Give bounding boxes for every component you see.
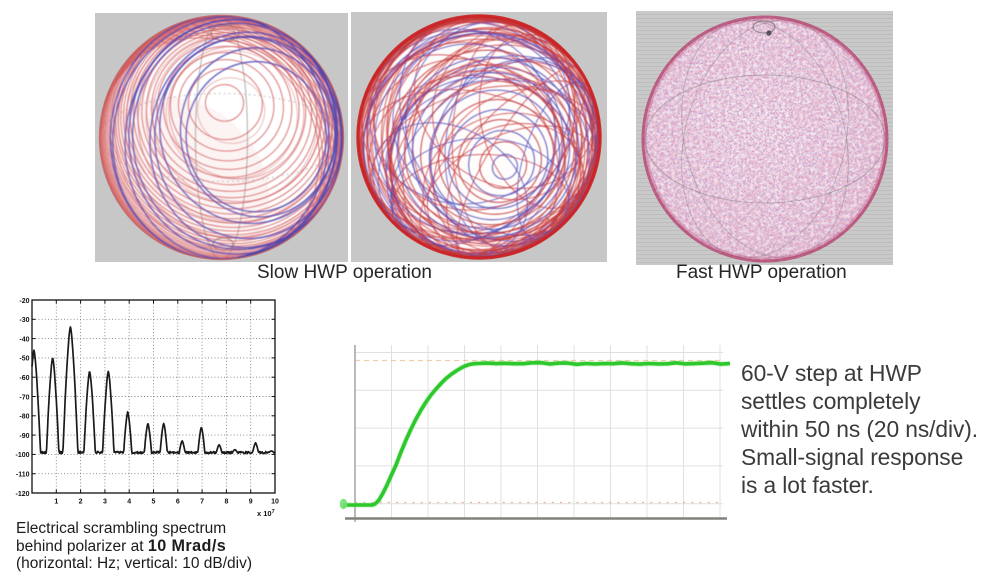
svg-text:-90: -90	[19, 433, 29, 440]
svg-text:-40: -40	[19, 336, 29, 343]
svg-text:8: 8	[224, 499, 228, 506]
svg-text:5: 5	[152, 499, 156, 506]
svg-text:-100: -100	[15, 452, 29, 459]
svg-text:-50: -50	[19, 356, 29, 363]
svg-text:9: 9	[249, 499, 253, 506]
svg-text:2: 2	[79, 499, 83, 506]
svg-text:-60: -60	[19, 375, 29, 382]
svg-text:10: 10	[271, 499, 279, 506]
svg-text:-20: -20	[19, 298, 29, 305]
svg-text:4: 4	[127, 499, 131, 506]
svg-text:6: 6	[176, 499, 180, 506]
svg-text:x 107: x 107	[257, 509, 275, 518]
svg-text:-30: -30	[19, 317, 29, 324]
svg-text:-110: -110	[16, 472, 30, 479]
svg-text:1: 1	[54, 499, 58, 506]
svg-text:-80: -80	[19, 414, 29, 421]
svg-text:7: 7	[200, 499, 204, 506]
svg-text:3: 3	[103, 499, 107, 506]
svg-text:-70: -70	[19, 394, 29, 401]
svg-text:-120: -120	[15, 491, 29, 498]
